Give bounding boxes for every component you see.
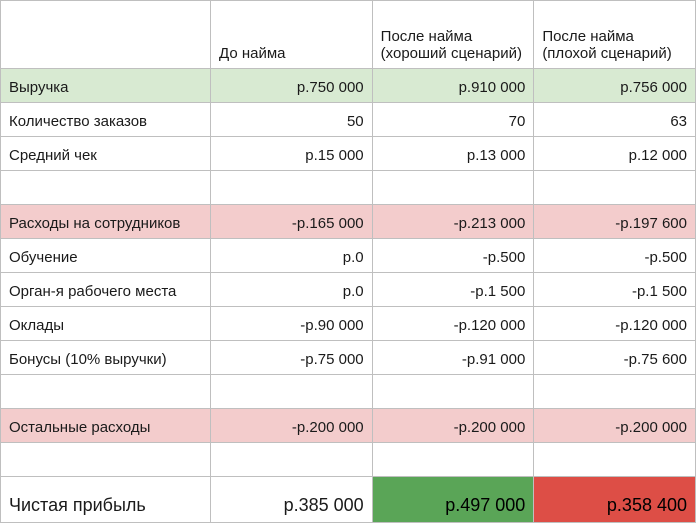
cell-value: 63 xyxy=(534,103,696,137)
cell-value xyxy=(534,375,696,409)
row-revenue: Выручка р.750 000 р.910 000 р.756 000 xyxy=(1,69,696,103)
row-workplace-org: Орган-я рабочего места р.0 -р.1 500 -р.1… xyxy=(1,273,696,307)
cell-value: р.12 000 xyxy=(534,137,696,171)
cell-value: -р.165 000 xyxy=(211,205,373,239)
row-label: Орган-я рабочего места xyxy=(1,273,211,307)
cell-value: р.910 000 xyxy=(372,69,534,103)
cell-value: -р.200 000 xyxy=(211,409,373,443)
row-label: Обучение xyxy=(1,239,211,273)
cell-value: р.13 000 xyxy=(372,137,534,171)
row-label: Оклады xyxy=(1,307,211,341)
col-header-before: До найма xyxy=(211,1,373,69)
row-avg-ticket: Средний чек р.15 000 р.13 000 р.12 000 xyxy=(1,137,696,171)
cell-value: -р.91 000 xyxy=(372,341,534,375)
cell-value: -р.500 xyxy=(372,239,534,273)
row-training: Обучение р.0 -р.500 -р.500 xyxy=(1,239,696,273)
row-order-count: Количество заказов 50 70 63 xyxy=(1,103,696,137)
cell-value: р.0 xyxy=(211,239,373,273)
cell-value: р.750 000 xyxy=(211,69,373,103)
row-label: Остальные расходы xyxy=(1,409,211,443)
row-label xyxy=(1,443,211,477)
col-header-bad: После найма (плохой сценарий) xyxy=(534,1,696,69)
row-bonuses: Бонусы (10% выручки) -р.75 000 -р.91 000… xyxy=(1,341,696,375)
cell-value xyxy=(534,443,696,477)
cell-value xyxy=(211,171,373,205)
cell-value: 70 xyxy=(372,103,534,137)
cell-value xyxy=(211,375,373,409)
cell-value: -р.1 500 xyxy=(534,273,696,307)
cell-value: -р.213 000 xyxy=(372,205,534,239)
cell-value: -р.90 000 xyxy=(211,307,373,341)
row-label: Количество заказов xyxy=(1,103,211,137)
row-label: Выручка xyxy=(1,69,211,103)
cell-value: 50 xyxy=(211,103,373,137)
row-label xyxy=(1,171,211,205)
row-staff-costs: Расходы на сотрудников -р.165 000 -р.213… xyxy=(1,205,696,239)
cell-value: р.0 xyxy=(211,273,373,307)
col-header-blank xyxy=(1,1,211,69)
row-spacer xyxy=(1,443,696,477)
col-header-good: После найма (хороший сценарий) xyxy=(372,1,534,69)
table-header-row: До найма После найма (хороший сценарий) … xyxy=(1,1,696,69)
row-label: Средний чек xyxy=(1,137,211,171)
hiring-scenarios-table: До найма После найма (хороший сценарий) … xyxy=(0,0,696,523)
cell-value xyxy=(534,171,696,205)
cell-value xyxy=(372,375,534,409)
cell-value: -р.120 000 xyxy=(534,307,696,341)
cell-value xyxy=(372,171,534,205)
cell-value: р.15 000 xyxy=(211,137,373,171)
row-label xyxy=(1,375,211,409)
cell-value xyxy=(372,443,534,477)
cell-value xyxy=(211,443,373,477)
cell-value: -р.200 000 xyxy=(372,409,534,443)
row-spacer xyxy=(1,171,696,205)
row-salaries: Оклады -р.90 000 -р.120 000 -р.120 000 xyxy=(1,307,696,341)
row-other-costs: Остальные расходы -р.200 000 -р.200 000 … xyxy=(1,409,696,443)
cell-value: -р.120 000 xyxy=(372,307,534,341)
cell-value: -р.1 500 xyxy=(372,273,534,307)
cell-value: р.756 000 xyxy=(534,69,696,103)
cell-value: -р.75 600 xyxy=(534,341,696,375)
cell-value: -р.75 000 xyxy=(211,341,373,375)
row-spacer xyxy=(1,375,696,409)
cell-value: -р.200 000 xyxy=(534,409,696,443)
cell-value: -р.197 600 xyxy=(534,205,696,239)
row-label: Бонусы (10% выручки) xyxy=(1,341,211,375)
cell-value: -р.500 xyxy=(534,239,696,273)
row-label: Расходы на сотрудников xyxy=(1,205,211,239)
